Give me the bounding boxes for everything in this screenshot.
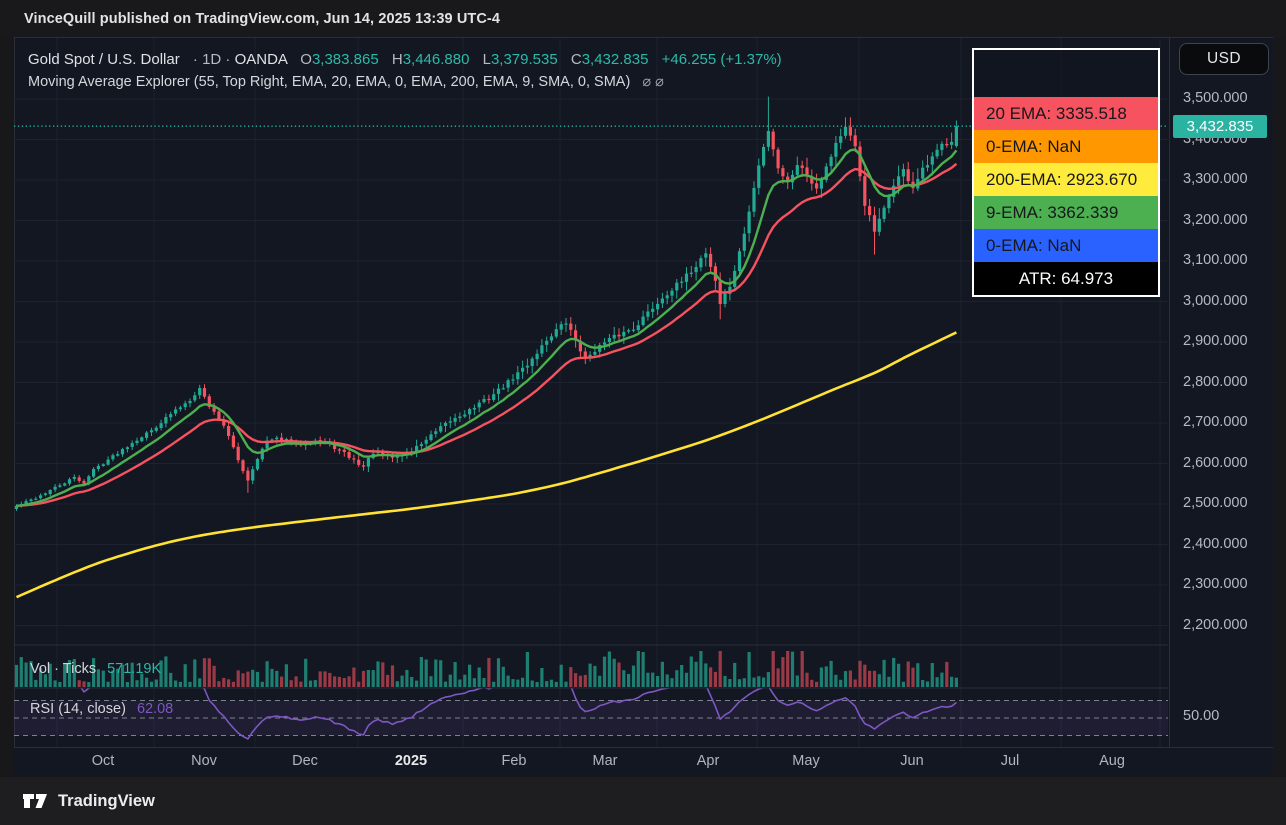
tradingview-brand-text[interactable]: TradingView xyxy=(58,791,155,810)
ohlc-open-key: O xyxy=(300,51,312,68)
price-tick-3500: 3,500.000 xyxy=(1183,90,1248,106)
rsi-layer xyxy=(14,688,1168,740)
price-tick-2600: 2,600.000 xyxy=(1183,454,1248,471)
last-price-badge: 3,432.835 xyxy=(1173,115,1267,139)
legend-row-0: 20 EMA: 3335.518 xyxy=(974,97,1158,130)
month-label-aug: Aug xyxy=(1099,753,1125,769)
tradingview-logo-icon[interactable] xyxy=(22,791,48,811)
price-tick-2400: 2,400.000 xyxy=(1183,535,1248,552)
legend-row-1: 0-EMA: NaN xyxy=(974,130,1158,163)
ma-values-legend[interactable]: 20 EMA: 3335.518 0-EMA: NaN 200-EMA: 2923.… xyxy=(972,48,1160,297)
time-axis[interactable]: Oct Nov Dec 2025 Feb Mar Apr May Jun Jul Aug xyxy=(14,747,1273,776)
volume-indicator-name[interactable]: Vol · Ticks xyxy=(30,661,97,677)
rsi-indicator-label[interactable]: RSI (14, close) 62.08 xyxy=(30,701,173,717)
price-chart-canvas[interactable] xyxy=(14,38,1168,747)
change-value: +46.255 (+1.37%) xyxy=(661,51,782,68)
price-tick-3200: 3,200.000 xyxy=(1183,211,1248,228)
month-label-mar: Mar xyxy=(592,753,618,769)
indicator-status-icons: ⌀ ⌀ xyxy=(642,74,664,90)
tradingview-footer: TradingView xyxy=(0,777,1286,825)
price-tick-3000: 3,000.000 xyxy=(1183,292,1248,309)
rsi-level-label: 50.00 xyxy=(1183,708,1220,724)
legend-row-5: ATR: 64.973 xyxy=(974,262,1158,295)
month-label-dec: Dec xyxy=(292,753,318,769)
indicator-name[interactable]: Moving Average Explorer (55, Top Right, … xyxy=(28,74,631,90)
ema9-line xyxy=(16,148,958,507)
price-tick-3300: 3,300.000 xyxy=(1183,171,1248,187)
ohlc-low-key: L xyxy=(482,51,491,68)
price-tick-2800: 2,800.000 xyxy=(1183,373,1248,390)
volume-bars-layer xyxy=(14,651,958,687)
ema20-line xyxy=(16,162,958,507)
legend-empty-cell xyxy=(974,50,1158,97)
legend-row-2: 200-EMA: 2923.670 xyxy=(974,163,1158,196)
last-price-label: 3,432.835 xyxy=(1186,118,1254,136)
rsi-indicator-value: 62.08 xyxy=(136,701,174,717)
month-label-jun: Jun xyxy=(900,753,924,769)
interval-separator: · 1D · xyxy=(192,51,231,68)
symbol-title-row[interactable]: Gold Spot / U.S. Dollar · 1D · OANDA O3,… xyxy=(28,51,782,68)
month-label-2025: 2025 xyxy=(394,753,428,769)
month-label-oct: Oct xyxy=(91,753,115,769)
price-axis[interactable]: USD 3,432.835 50.00 3,500.000 3,400.000 3,… xyxy=(1169,38,1273,747)
ohlc-low-value: 3,379.535 xyxy=(490,51,558,68)
exchange-name[interactable]: OANDA xyxy=(234,51,288,68)
ohlc-close-key: C xyxy=(570,51,582,68)
price-tick-2200: 2,200.000 xyxy=(1183,616,1248,633)
price-tick-2900: 2,900.000 xyxy=(1183,333,1248,349)
month-label-feb: Feb xyxy=(501,753,527,769)
attribution-text: VinceQuill published on TradingView.com,… xyxy=(24,10,501,27)
month-label-may: May xyxy=(792,753,820,769)
volume-indicator-value: 571.19K xyxy=(107,661,162,677)
attribution-bar: VinceQuill published on TradingView.com,… xyxy=(0,0,1286,37)
currency-badge[interactable]: USD xyxy=(1179,43,1269,75)
ohlc-high-value: 3,446.880 xyxy=(402,51,470,68)
price-tick-2500: 2,500.000 xyxy=(1183,495,1248,511)
volume-indicator-label[interactable]: Vol · Ticks 571.19K xyxy=(30,661,161,677)
ohlc-high-key: H xyxy=(391,51,403,68)
legend-row-4: 0-EMA: NaN xyxy=(974,229,1158,262)
candles-layer xyxy=(14,96,958,511)
legend-row-3: 9-EMA: 3362.339 xyxy=(974,196,1158,229)
price-tick-3100: 3,100.000 xyxy=(1183,252,1248,268)
currency-label: USD xyxy=(1207,50,1241,67)
indicator-title-row[interactable]: Moving Average Explorer (55, Top Right, … xyxy=(28,74,664,90)
month-label-nov: Nov xyxy=(191,753,217,769)
ohlc-close-value: 3,432.835 xyxy=(581,51,649,68)
month-label-jul: Jul xyxy=(1000,753,1020,769)
month-label-apr: Apr xyxy=(696,753,720,769)
price-tick-2700: 2,700.000 xyxy=(1183,414,1248,430)
main-pane-layer xyxy=(15,331,957,599)
price-tick-2300: 2,300.000 xyxy=(1183,576,1248,592)
rsi-indicator-name[interactable]: RSI (14, close) xyxy=(30,701,126,717)
symbol-name[interactable]: Gold Spot / U.S. Dollar xyxy=(28,51,180,68)
ohlc-open-value: 3,383.865 xyxy=(311,51,379,68)
